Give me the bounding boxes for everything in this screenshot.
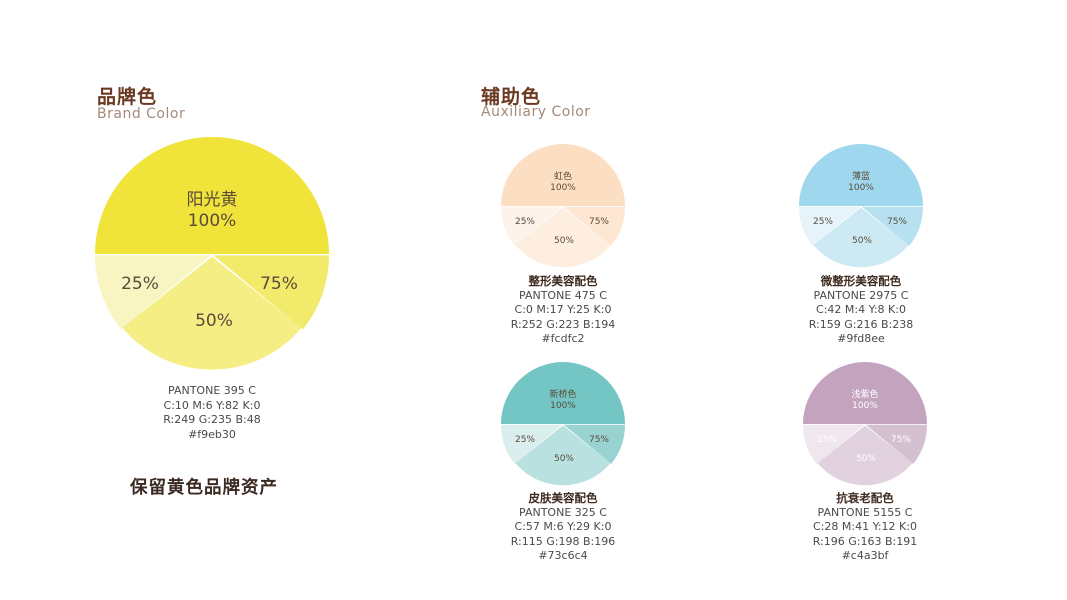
wheel-segment-25	[798, 206, 861, 246]
brand-asset-note: 保留黄色品牌资产	[130, 478, 278, 498]
aux-color-wheel: 薄蓝 100% 25% 50% 75%	[798, 144, 924, 268]
wheel-name-label: 虹色	[554, 170, 572, 182]
wheel-segment-75	[563, 424, 626, 464]
pantone-code: PANTONE 475 C	[519, 288, 607, 302]
aux-color-spec: 抗衰老配色 PANTONE 5155 C C:28 M:41 Y:12 K:0 …	[775, 491, 955, 564]
wheel-segment-100	[501, 362, 625, 424]
brand-color-wheel: 阳光黄 100% 25% 50% 75%	[94, 137, 330, 370]
wheel-tint-25-label: 25%	[813, 217, 833, 227]
rgb-values: R:249 G:235 B:48	[163, 413, 261, 426]
wheel-tint-50-label: 50%	[554, 454, 574, 464]
wheel-segment-50	[813, 207, 909, 268]
aux-color-spec: 皮肤美容配色 PANTONE 325 C C:57 M:6 Y:29 K:0 R…	[473, 491, 653, 564]
rgb-values: R:159 G:216 B:238	[808, 317, 914, 331]
wheel-segment-100	[799, 144, 923, 206]
wheel-segment-75	[861, 206, 924, 246]
wheel-segment-100	[95, 137, 329, 254]
wheel-tint-75-label: 75%	[260, 274, 298, 294]
cmyk-values: C:28 M:41 Y:12 K:0	[813, 520, 917, 533]
hex-value: #fcdfc2	[541, 332, 585, 345]
brand-section-title: 品牌色	[97, 86, 158, 108]
wheel-name-label: 阳光黄	[187, 190, 238, 210]
cmyk-values: C:57 M:6 Y:29 K:0	[514, 520, 612, 533]
wheel-main-label: 100%	[550, 401, 576, 411]
wheel-segment-25	[500, 206, 563, 246]
pantone-code: PANTONE 2975 C	[813, 288, 909, 302]
wheel-tint-50-label: 50%	[856, 454, 876, 464]
brand-section-subtitle: Brand Color	[97, 106, 186, 122]
usage-label: 皮肤美容配色	[528, 491, 598, 505]
wheel-name-label: 薄蓝	[852, 170, 870, 182]
aux-color-spec: 微整形美容配色 PANTONE 2975 C C:42 M:4 Y:8 K:0 …	[771, 274, 951, 347]
wheel-segment-25	[500, 424, 563, 464]
brand-color-spec: PANTONE 395 C C:10 M:6 Y:82 K:0 R:249 G:…	[122, 384, 302, 442]
usage-label: 整形美容配色	[528, 274, 598, 288]
hex-value: #9fd8ee	[837, 332, 885, 345]
wheel-tint-50-label: 50%	[852, 236, 872, 246]
rgb-values: R:115 G:198 B:196	[510, 534, 616, 548]
pantone-code: PANTONE 5155 C	[817, 505, 913, 519]
aux-color-wheel: 虹色 100% 25% 50% 75%	[500, 144, 626, 268]
rgb-values: R:196 G:163 B:191	[812, 534, 918, 548]
hex-value: #73c6c4	[538, 549, 588, 562]
rgb-values: R:252 G:223 B:194	[510, 317, 616, 331]
aux-color-wheel: 新桥色 100% 25% 50% 75%	[500, 362, 626, 486]
pantone-code: PANTONE 395 C	[168, 384, 256, 397]
wheel-tint-50-label: 50%	[554, 236, 574, 246]
wheel-main-label: 100%	[852, 401, 878, 411]
wheel-name-label: 浅紫色	[851, 388, 878, 400]
wheel-tint-50-label: 50%	[195, 311, 233, 331]
wheel-segment-100	[803, 362, 927, 424]
wheel-main-label: 100%	[550, 183, 576, 193]
wheel-tint-25-label: 25%	[121, 274, 159, 294]
cmyk-values: C:10 M:6 Y:82 K:0	[163, 398, 261, 412]
auxiliary-section-title: 辅助色	[481, 86, 542, 108]
wheel-segment-50	[122, 256, 302, 370]
wheel-tint-25-label: 25%	[817, 435, 837, 445]
wheel-segment-25	[802, 424, 865, 464]
wheel-segment-50	[515, 207, 611, 268]
wheel-tint-75-label: 75%	[887, 217, 907, 227]
wheel-tint-25-label: 25%	[515, 435, 535, 445]
auxiliary-section-subtitle: Auxiliary Color	[481, 104, 591, 120]
cmyk-values: C:42 M:4 Y:8 K:0	[816, 303, 906, 316]
usage-label: 抗衰老配色	[836, 491, 894, 505]
wheel-tint-75-label: 75%	[891, 435, 911, 445]
wheel-main-label: 100%	[848, 183, 874, 193]
aux-color-spec: 整形美容配色 PANTONE 475 C C:0 M:17 Y:25 K:0 R…	[473, 274, 653, 347]
wheel-main-label: 100%	[188, 211, 237, 231]
wheel-segment-50	[817, 425, 913, 486]
usage-label: 微整形美容配色	[820, 274, 902, 288]
wheel-segment-75	[213, 255, 330, 330]
pantone-code: PANTONE 325 C	[519, 505, 607, 519]
wheel-segment-25	[94, 255, 211, 330]
hex-value: #f9eb30	[188, 427, 236, 441]
wheel-segment-50	[515, 425, 611, 486]
hex-value: #c4a3bf	[841, 549, 889, 562]
wheel-segment-75	[865, 424, 928, 464]
wheel-segment-100	[501, 144, 625, 206]
wheel-name-label: 新桥色	[549, 388, 576, 400]
cmyk-values: C:0 M:17 Y:25 K:0	[514, 303, 612, 316]
wheel-tint-75-label: 75%	[589, 435, 609, 445]
wheel-tint-25-label: 25%	[515, 217, 535, 227]
wheel-segment-75	[563, 206, 626, 246]
aux-color-wheel: 浅紫色 100% 25% 50% 75%	[802, 362, 928, 486]
wheel-tint-75-label: 75%	[589, 217, 609, 227]
